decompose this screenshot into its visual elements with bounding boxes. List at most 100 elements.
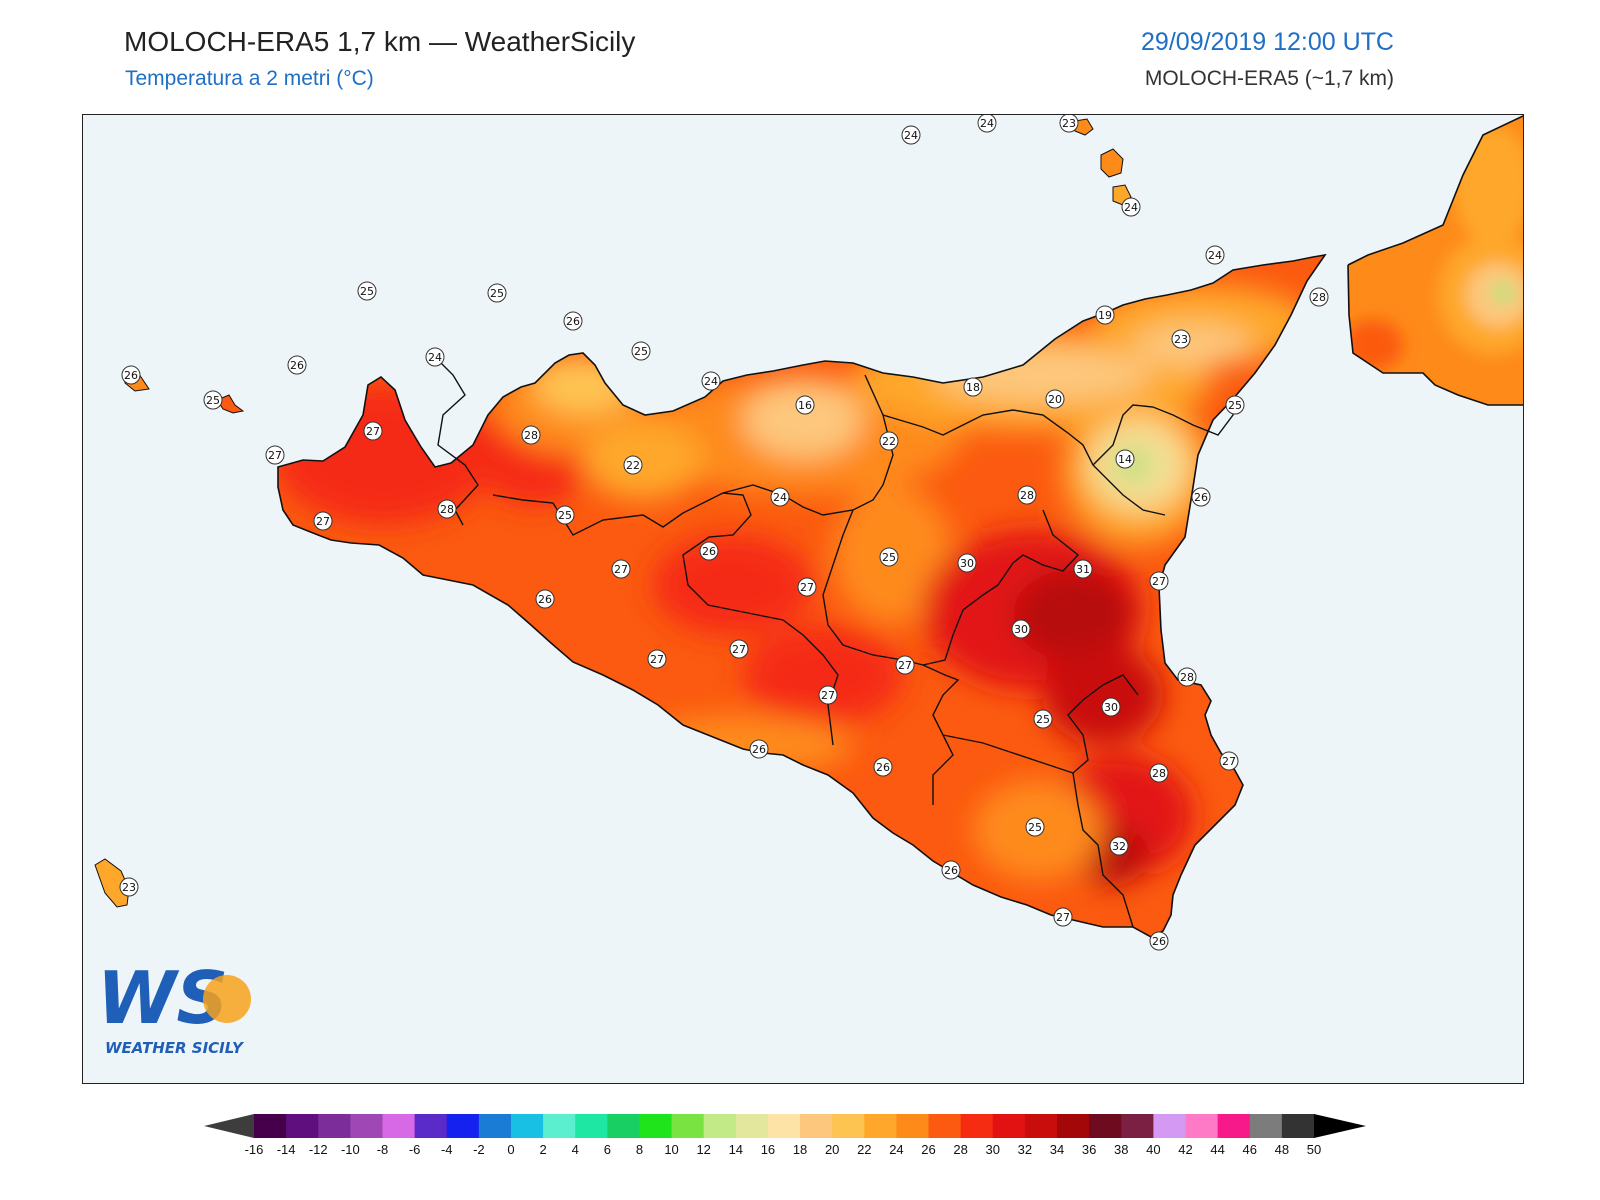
station-value: 28 xyxy=(440,503,454,516)
map-panel[interactable]: 24 24 23 24 24 28 25 25 26 24 26 26 25 25 24 19 23 18 20 16… xyxy=(82,114,1524,1084)
station-label: 27 xyxy=(729,639,749,659)
colorbar-tick: 46 xyxy=(1242,1142,1257,1157)
colorbar-swatch xyxy=(928,1114,962,1138)
station-label: 31 xyxy=(1073,559,1093,579)
station-value: 23 xyxy=(1174,333,1188,346)
station-label: 26 xyxy=(1191,487,1211,507)
colorbar-swatch xyxy=(671,1114,705,1138)
colorbar-swatch xyxy=(960,1114,994,1138)
station-value: 25 xyxy=(882,551,896,564)
station-label: 27 xyxy=(363,421,383,441)
station-value: 19 xyxy=(1098,309,1112,322)
station-value: 31 xyxy=(1076,563,1090,576)
station-label: 28 xyxy=(1017,485,1037,505)
station-value: 27 xyxy=(650,653,664,666)
station-value: 20 xyxy=(1048,393,1062,406)
station-value: 25 xyxy=(1036,713,1050,726)
colorbar-swatch xyxy=(350,1114,383,1138)
station-label: 25 xyxy=(357,281,377,301)
station-value: 24 xyxy=(428,351,442,364)
station-label: 16 xyxy=(795,395,815,415)
map-variable-subtitle: Temperatura a 2 metri (°C) xyxy=(125,67,374,90)
colorbar-swatch xyxy=(382,1114,416,1138)
station-label: 30 xyxy=(1101,697,1121,717)
station-value: 27 xyxy=(366,425,380,438)
station-value: 23 xyxy=(122,881,136,894)
colorbar-swatch xyxy=(1024,1114,1058,1138)
station-label: 20 xyxy=(1045,389,1065,409)
station-label: 23 xyxy=(1059,115,1079,133)
station-value: 24 xyxy=(773,491,787,504)
station-value: 27 xyxy=(614,563,628,576)
station-label: 23 xyxy=(119,877,139,897)
station-value: 26 xyxy=(1152,935,1166,948)
station-label: 22 xyxy=(879,431,899,451)
station-label: 27 xyxy=(895,655,915,675)
station-value: 26 xyxy=(566,315,580,328)
station-value: 23 xyxy=(1062,117,1076,130)
colorbar-tick: 40 xyxy=(1146,1142,1161,1157)
station-label: 27 xyxy=(265,445,285,465)
colorbar-swatch xyxy=(607,1114,640,1138)
station-value: 27 xyxy=(821,689,835,702)
colorbar-tick: -12 xyxy=(308,1142,328,1157)
colorbar-tick: 20 xyxy=(824,1142,840,1157)
colorbar-tick: -8 xyxy=(376,1142,389,1157)
station-value: 26 xyxy=(702,545,716,558)
station-label: 25 xyxy=(631,341,651,361)
station-label: 26 xyxy=(1149,931,1169,951)
station-value: 22 xyxy=(882,435,896,448)
station-value: 30 xyxy=(960,557,974,570)
station-value: 24 xyxy=(904,129,918,142)
colorbar-low-arrow xyxy=(204,1114,254,1138)
colorbar-tick: 34 xyxy=(1049,1142,1065,1157)
station-label: 32 xyxy=(1109,836,1129,856)
colorbar-swatch xyxy=(1185,1114,1219,1138)
colorbar-swatch xyxy=(510,1114,544,1138)
station-label: 28 xyxy=(437,499,457,519)
colorbar-swatch xyxy=(992,1114,1026,1138)
station-label: 25 xyxy=(1025,817,1045,837)
station-value: 27 xyxy=(1222,755,1236,768)
station-value: 27 xyxy=(800,581,814,594)
station-label: 25 xyxy=(203,390,223,410)
station-value: 25 xyxy=(1028,821,1042,834)
colorbar-swatch xyxy=(767,1114,801,1138)
station-label: 27 xyxy=(313,511,333,531)
colorbar-tick: 44 xyxy=(1210,1142,1225,1157)
colorbar-tick: 28 xyxy=(953,1142,968,1157)
colorbar-swatch xyxy=(1121,1114,1154,1138)
colorbar-swatch xyxy=(414,1114,448,1138)
colorbar-swatch xyxy=(318,1114,351,1138)
colorbar-tick: 30 xyxy=(985,1142,1001,1157)
station-label: 24 xyxy=(1205,245,1225,265)
colorbar-tick: 24 xyxy=(889,1142,904,1157)
temperature-map: 24 24 23 24 24 28 25 25 26 24 26 26 25 25 24 19 23 18 20 16… xyxy=(83,115,1523,1083)
station-label: 27 xyxy=(818,685,838,705)
colorbar-tick: 4 xyxy=(571,1142,579,1157)
station-label: 24 xyxy=(977,115,997,133)
colorbar-tick: 8 xyxy=(635,1142,644,1157)
colorbar-tick: 48 xyxy=(1274,1142,1290,1157)
colorbar-swatch xyxy=(1153,1114,1187,1138)
station-label: 27 xyxy=(1149,571,1169,591)
sicily-coastline xyxy=(277,253,1327,938)
colorbar-swatch xyxy=(832,1114,865,1138)
station-value: 27 xyxy=(268,449,282,462)
colorbar-tick: 22 xyxy=(857,1142,872,1157)
station-value: 28 xyxy=(1180,671,1194,684)
colorbar-swatch xyxy=(478,1114,512,1138)
station-label: 24 xyxy=(901,125,921,145)
station-label: 24 xyxy=(1121,197,1141,217)
logo-text: WEATHER SICILY xyxy=(105,1039,245,1057)
islands xyxy=(94,118,1132,908)
station-label: 25 xyxy=(1225,395,1245,415)
station-label: 28 xyxy=(521,425,541,445)
colorbar-tick: -10 xyxy=(340,1142,360,1157)
colorbar-swatch xyxy=(639,1114,673,1138)
station-label: 25 xyxy=(879,547,899,567)
station-label: 26 xyxy=(873,757,893,777)
station-label: 23 xyxy=(1171,329,1191,349)
station-label: 26 xyxy=(941,860,961,880)
colorbar-tick: -4 xyxy=(440,1142,453,1157)
